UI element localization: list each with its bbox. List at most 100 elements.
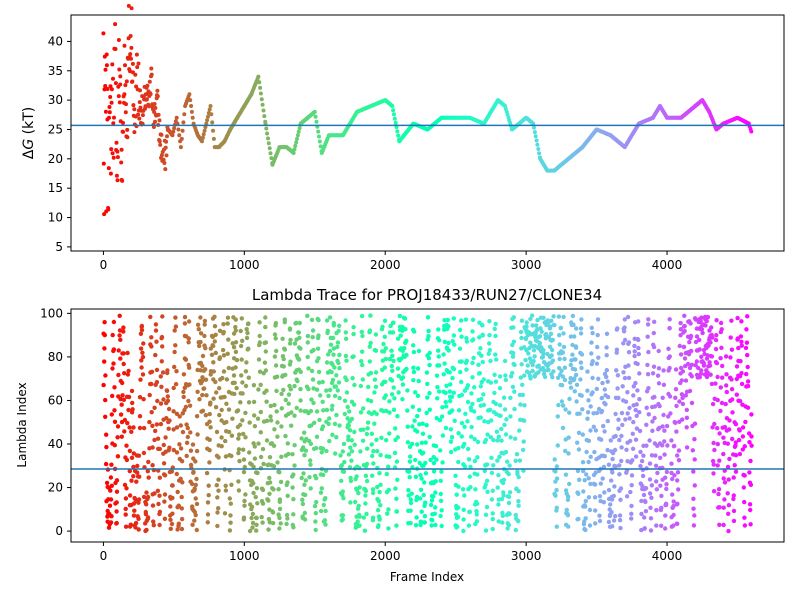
bottom-data-point [288, 359, 293, 364]
bottom-data-point [678, 320, 683, 326]
top-data-point [145, 83, 150, 88]
bottom-data-point [649, 495, 654, 500]
top-data-point [158, 142, 163, 147]
bottom-data-point [165, 398, 171, 403]
bottom-data-point [562, 356, 567, 362]
bottom-data-point [708, 340, 713, 345]
bottom-data-point [704, 318, 709, 324]
bottom-data-point [312, 420, 317, 425]
bottom-data-point [141, 494, 147, 500]
bottom-data-point [303, 478, 308, 483]
bottom-data-point [742, 523, 748, 528]
bottom-data-point [340, 513, 346, 518]
bottom-data-point [243, 369, 249, 374]
bottom-data-point [503, 377, 508, 383]
bottom-data-point [476, 362, 481, 367]
bottom-data-point [475, 501, 480, 506]
bottom-data-point [438, 478, 443, 483]
bottom-data-point [375, 484, 380, 490]
bottom-data-point [350, 376, 355, 381]
bottom-data-point [150, 445, 155, 450]
bottom-data-point [678, 352, 684, 357]
bottom-data-point [659, 505, 664, 510]
bottom-data-point [197, 397, 202, 402]
bottom-data-point [499, 426, 504, 432]
bottom-data-point [602, 490, 607, 495]
bottom-data-point [459, 318, 464, 323]
bottom-data-point [647, 491, 653, 496]
bottom-data-point [521, 439, 526, 444]
bottom-data-point [492, 326, 497, 332]
top-x-tick-label: 1000 [229, 258, 260, 272]
bottom-data-point [448, 427, 454, 432]
bottom-data-point [554, 505, 559, 510]
bottom-data-point [736, 437, 742, 443]
bottom-data-point [174, 411, 180, 416]
bottom-data-point [131, 464, 136, 470]
bottom-data-point [623, 399, 629, 404]
bottom-data-point [153, 322, 159, 327]
bottom-data-point [540, 354, 546, 360]
bottom-data-point [601, 464, 607, 470]
bottom-data-point [500, 513, 505, 518]
top-data-point [104, 63, 109, 68]
bottom-data-point [365, 426, 370, 431]
bottom-data-point [323, 496, 328, 501]
bottom-data-point [121, 325, 126, 330]
bottom-data-point [726, 503, 732, 508]
bottom-data-point [181, 394, 186, 400]
bottom-data-point [301, 445, 306, 450]
top-data-point [132, 130, 137, 135]
bottom-data-point [227, 496, 232, 501]
bottom-data-point [200, 353, 206, 359]
bottom-data-point [703, 323, 708, 328]
bottom-data-point [679, 392, 685, 397]
bottom-data-point [241, 431, 246, 437]
bottom-data-point [710, 401, 716, 407]
bottom-data-point [267, 455, 273, 460]
bottom-data-point [546, 367, 551, 373]
bottom-data-point [176, 523, 181, 529]
bottom-data-point [342, 411, 347, 417]
bottom-data-point [101, 382, 106, 388]
top-data-point [106, 207, 111, 212]
bottom-data-point [456, 514, 461, 520]
bottom-data-point [532, 354, 537, 359]
bottom-data-point [168, 504, 173, 509]
bottom-data-point [599, 437, 604, 442]
bottom-data-point [383, 379, 388, 384]
bottom-data-point [400, 375, 406, 380]
bottom-data-point [609, 478, 614, 483]
top-data-point [264, 126, 269, 131]
bottom-data-point [625, 314, 631, 320]
bottom-data-point [747, 470, 752, 475]
top-data-point [117, 67, 122, 72]
bottom-data-point [314, 409, 320, 414]
bottom-data-point [617, 513, 623, 518]
bottom-data-point [178, 476, 183, 481]
bottom-data-point [637, 371, 642, 376]
bottom-data-point [206, 493, 211, 498]
bottom-data-point [431, 469, 437, 474]
bottom-data-point [307, 475, 312, 480]
bottom-data-point [629, 503, 634, 509]
bottom-data-point [357, 514, 362, 519]
bottom-data-point [515, 469, 520, 474]
bottom-data-point [164, 416, 169, 421]
bottom-data-point [243, 410, 248, 416]
bottom-data-point [233, 317, 238, 322]
bottom-data-point [629, 511, 634, 516]
top-data-point [119, 147, 124, 152]
bottom-data-point [730, 410, 735, 415]
bottom-data-point [302, 517, 308, 522]
bottom-data-point [264, 388, 269, 393]
bottom-data-point [404, 352, 409, 358]
bottom-data-point [360, 362, 365, 368]
bottom-data-point [200, 392, 205, 398]
bottom-data-point [109, 412, 115, 417]
bottom-data-point [386, 526, 391, 531]
bottom-data-point [441, 352, 446, 357]
bottom-data-point [306, 386, 311, 392]
bottom-data-point [594, 386, 599, 392]
bottom-data-point [648, 516, 654, 521]
